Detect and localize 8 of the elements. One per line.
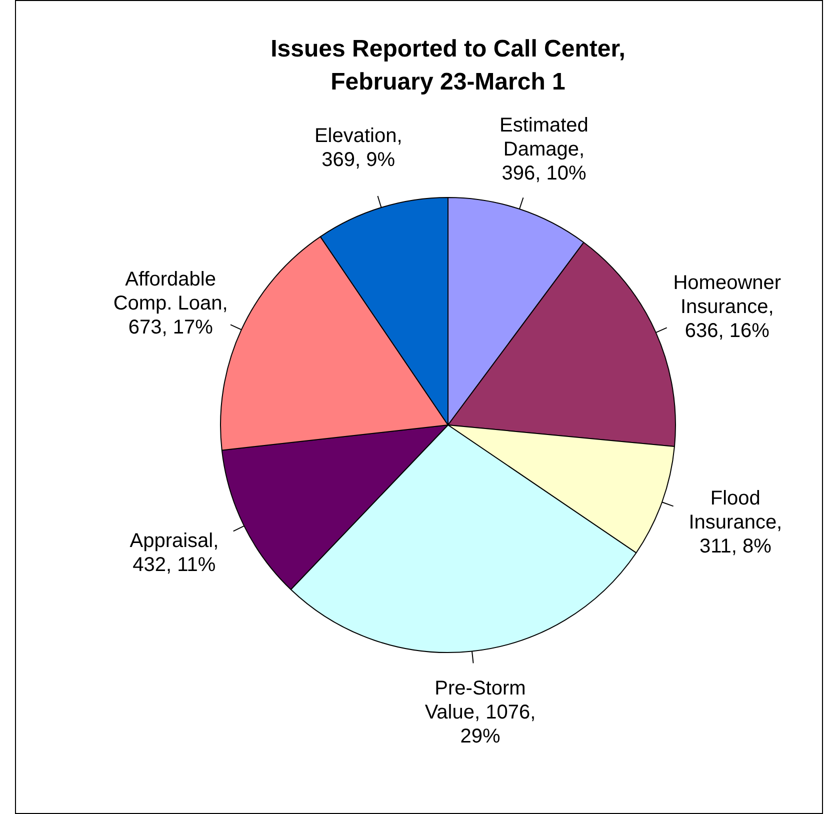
slice-label: Affordable Comp. Loan, 673, 17% [113,268,228,338]
slice-label: Homeowner Insurance, 636, 16% [673,272,782,342]
slice-label: Estimated Damage, 396, 10% [500,114,588,185]
slice-label: Pre-Storm Value, 1076, 29% [424,677,536,748]
chart-title: Issues Reported to Call Center, February 23-March 1 [270,36,626,96]
slice-label: Flood Insurance, 311, 8% [688,488,782,558]
slice-label: Elevation, 369, 9% [314,124,402,171]
slice-label: Appraisal, 432, 11% [130,530,219,576]
